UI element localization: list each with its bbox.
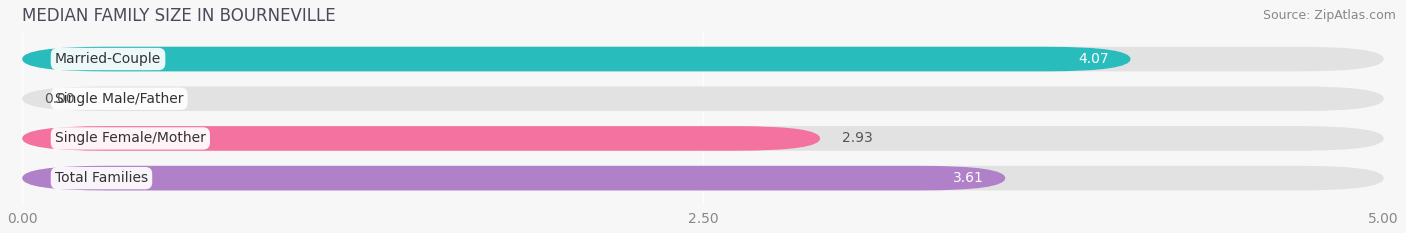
FancyBboxPatch shape: [22, 166, 1005, 190]
Text: Single Female/Mother: Single Female/Mother: [55, 131, 205, 145]
FancyBboxPatch shape: [22, 166, 1384, 190]
FancyBboxPatch shape: [22, 86, 1384, 111]
Text: Total Families: Total Families: [55, 171, 148, 185]
Text: MEDIAN FAMILY SIZE IN BOURNEVILLE: MEDIAN FAMILY SIZE IN BOURNEVILLE: [22, 7, 336, 25]
Text: 4.07: 4.07: [1078, 52, 1109, 66]
FancyBboxPatch shape: [22, 47, 1384, 71]
Text: 3.61: 3.61: [953, 171, 983, 185]
Text: Married-Couple: Married-Couple: [55, 52, 162, 66]
FancyBboxPatch shape: [22, 126, 820, 151]
Text: Single Male/Father: Single Male/Father: [55, 92, 183, 106]
FancyBboxPatch shape: [22, 126, 1384, 151]
Text: Source: ZipAtlas.com: Source: ZipAtlas.com: [1263, 9, 1396, 22]
Text: 0.00: 0.00: [44, 92, 75, 106]
FancyBboxPatch shape: [22, 47, 1130, 71]
Text: 2.93: 2.93: [842, 131, 873, 145]
